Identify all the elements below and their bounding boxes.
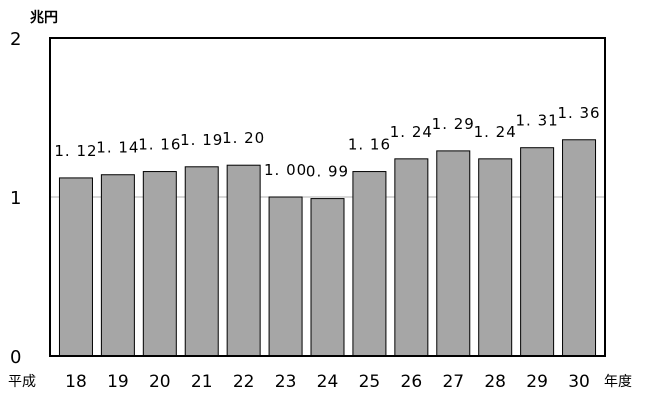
bar xyxy=(226,164,261,357)
x-tick-label: 19 xyxy=(107,372,129,392)
y-axis-ticks: 0 1 2 xyxy=(10,29,21,368)
x-tick-label: 22 xyxy=(233,372,255,392)
bar xyxy=(478,158,513,357)
bar xyxy=(142,171,177,357)
bar xyxy=(352,171,387,357)
x-tick-label: 25 xyxy=(359,372,381,392)
data-label: 1. 36 xyxy=(557,104,600,122)
bar xyxy=(184,166,219,357)
data-label: 1. 24 xyxy=(390,123,433,141)
data-label: 1. 14 xyxy=(96,139,139,157)
data-label: 1. 24 xyxy=(474,123,517,141)
bars xyxy=(58,139,597,357)
x-axis-ticks: 18 19 20 21 22 23 24 25 26 27 28 29 30 xyxy=(65,372,590,392)
data-label: 1. 16 xyxy=(138,136,181,154)
y-tick-label: 1 xyxy=(10,188,21,209)
x-tick-label: 26 xyxy=(401,372,423,392)
x-tick-label: 30 xyxy=(568,372,590,392)
x-suffix-label: 年度 xyxy=(604,374,632,390)
data-label: 0. 99 xyxy=(306,163,349,181)
bar xyxy=(310,198,345,357)
bar xyxy=(436,150,471,357)
data-label: 1. 19 xyxy=(180,131,223,149)
x-tick-label: 23 xyxy=(275,372,297,392)
plot-frame xyxy=(49,37,606,357)
x-tick-label: 28 xyxy=(484,372,506,392)
y-tick-label: 0 xyxy=(10,347,21,368)
data-label: 1. 16 xyxy=(348,136,391,154)
bar xyxy=(394,158,429,357)
x-tick-label: 24 xyxy=(317,372,339,392)
data-label: 1. 12 xyxy=(54,142,97,160)
y-unit-label: 兆円 xyxy=(30,10,58,26)
data-label: 1. 00 xyxy=(264,161,307,179)
data-label: 1. 29 xyxy=(432,115,475,133)
x-tick-label: 20 xyxy=(149,372,171,392)
bar xyxy=(100,174,135,357)
bar xyxy=(562,139,597,357)
bar xyxy=(268,196,303,357)
data-label: 1. 20 xyxy=(222,129,265,147)
data-label: 1. 31 xyxy=(516,112,559,130)
bar xyxy=(58,177,93,357)
x-tick-label: 18 xyxy=(65,372,87,392)
x-tick-label: 29 xyxy=(526,372,548,392)
bar xyxy=(520,147,555,357)
x-tick-label: 21 xyxy=(191,372,213,392)
x-prefix-label: 平成 xyxy=(8,374,36,390)
y-tick-label: 2 xyxy=(10,29,21,50)
x-tick-label: 27 xyxy=(442,372,464,392)
data-labels: 1. 121. 141. 161. 191. 201. 000. 991. 16… xyxy=(54,104,600,181)
